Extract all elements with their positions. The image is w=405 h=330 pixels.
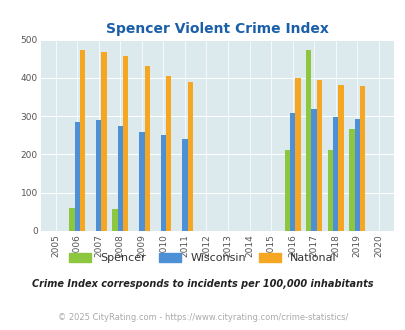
Bar [348, 129, 354, 231]
Bar [337, 85, 343, 231]
Bar [117, 126, 123, 231]
Title: Spencer Violent Crime Index: Spencer Violent Crime Index [106, 22, 328, 36]
Text: Crime Index corresponds to incidents per 100,000 inhabitants: Crime Index corresponds to incidents per… [32, 279, 373, 289]
Bar [160, 135, 166, 231]
Bar [289, 114, 294, 231]
Legend: Spencer, Wisconsin, National: Spencer, Wisconsin, National [64, 248, 341, 268]
Bar [359, 85, 364, 231]
Bar [294, 78, 300, 231]
Bar [166, 76, 171, 231]
Bar [96, 119, 101, 231]
Bar [144, 66, 149, 231]
Bar [139, 132, 144, 231]
Bar [316, 80, 322, 231]
Bar [187, 82, 192, 231]
Bar [101, 52, 107, 231]
Bar [69, 208, 75, 231]
Bar [354, 119, 359, 231]
Bar [332, 116, 337, 231]
Bar [112, 209, 117, 231]
Bar [305, 50, 311, 231]
Bar [327, 150, 332, 231]
Bar [311, 109, 316, 231]
Bar [75, 122, 80, 231]
Bar [123, 56, 128, 231]
Bar [182, 139, 187, 231]
Bar [80, 50, 85, 231]
Text: © 2025 CityRating.com - https://www.cityrating.com/crime-statistics/: © 2025 CityRating.com - https://www.city… [58, 313, 347, 322]
Bar [284, 150, 289, 231]
